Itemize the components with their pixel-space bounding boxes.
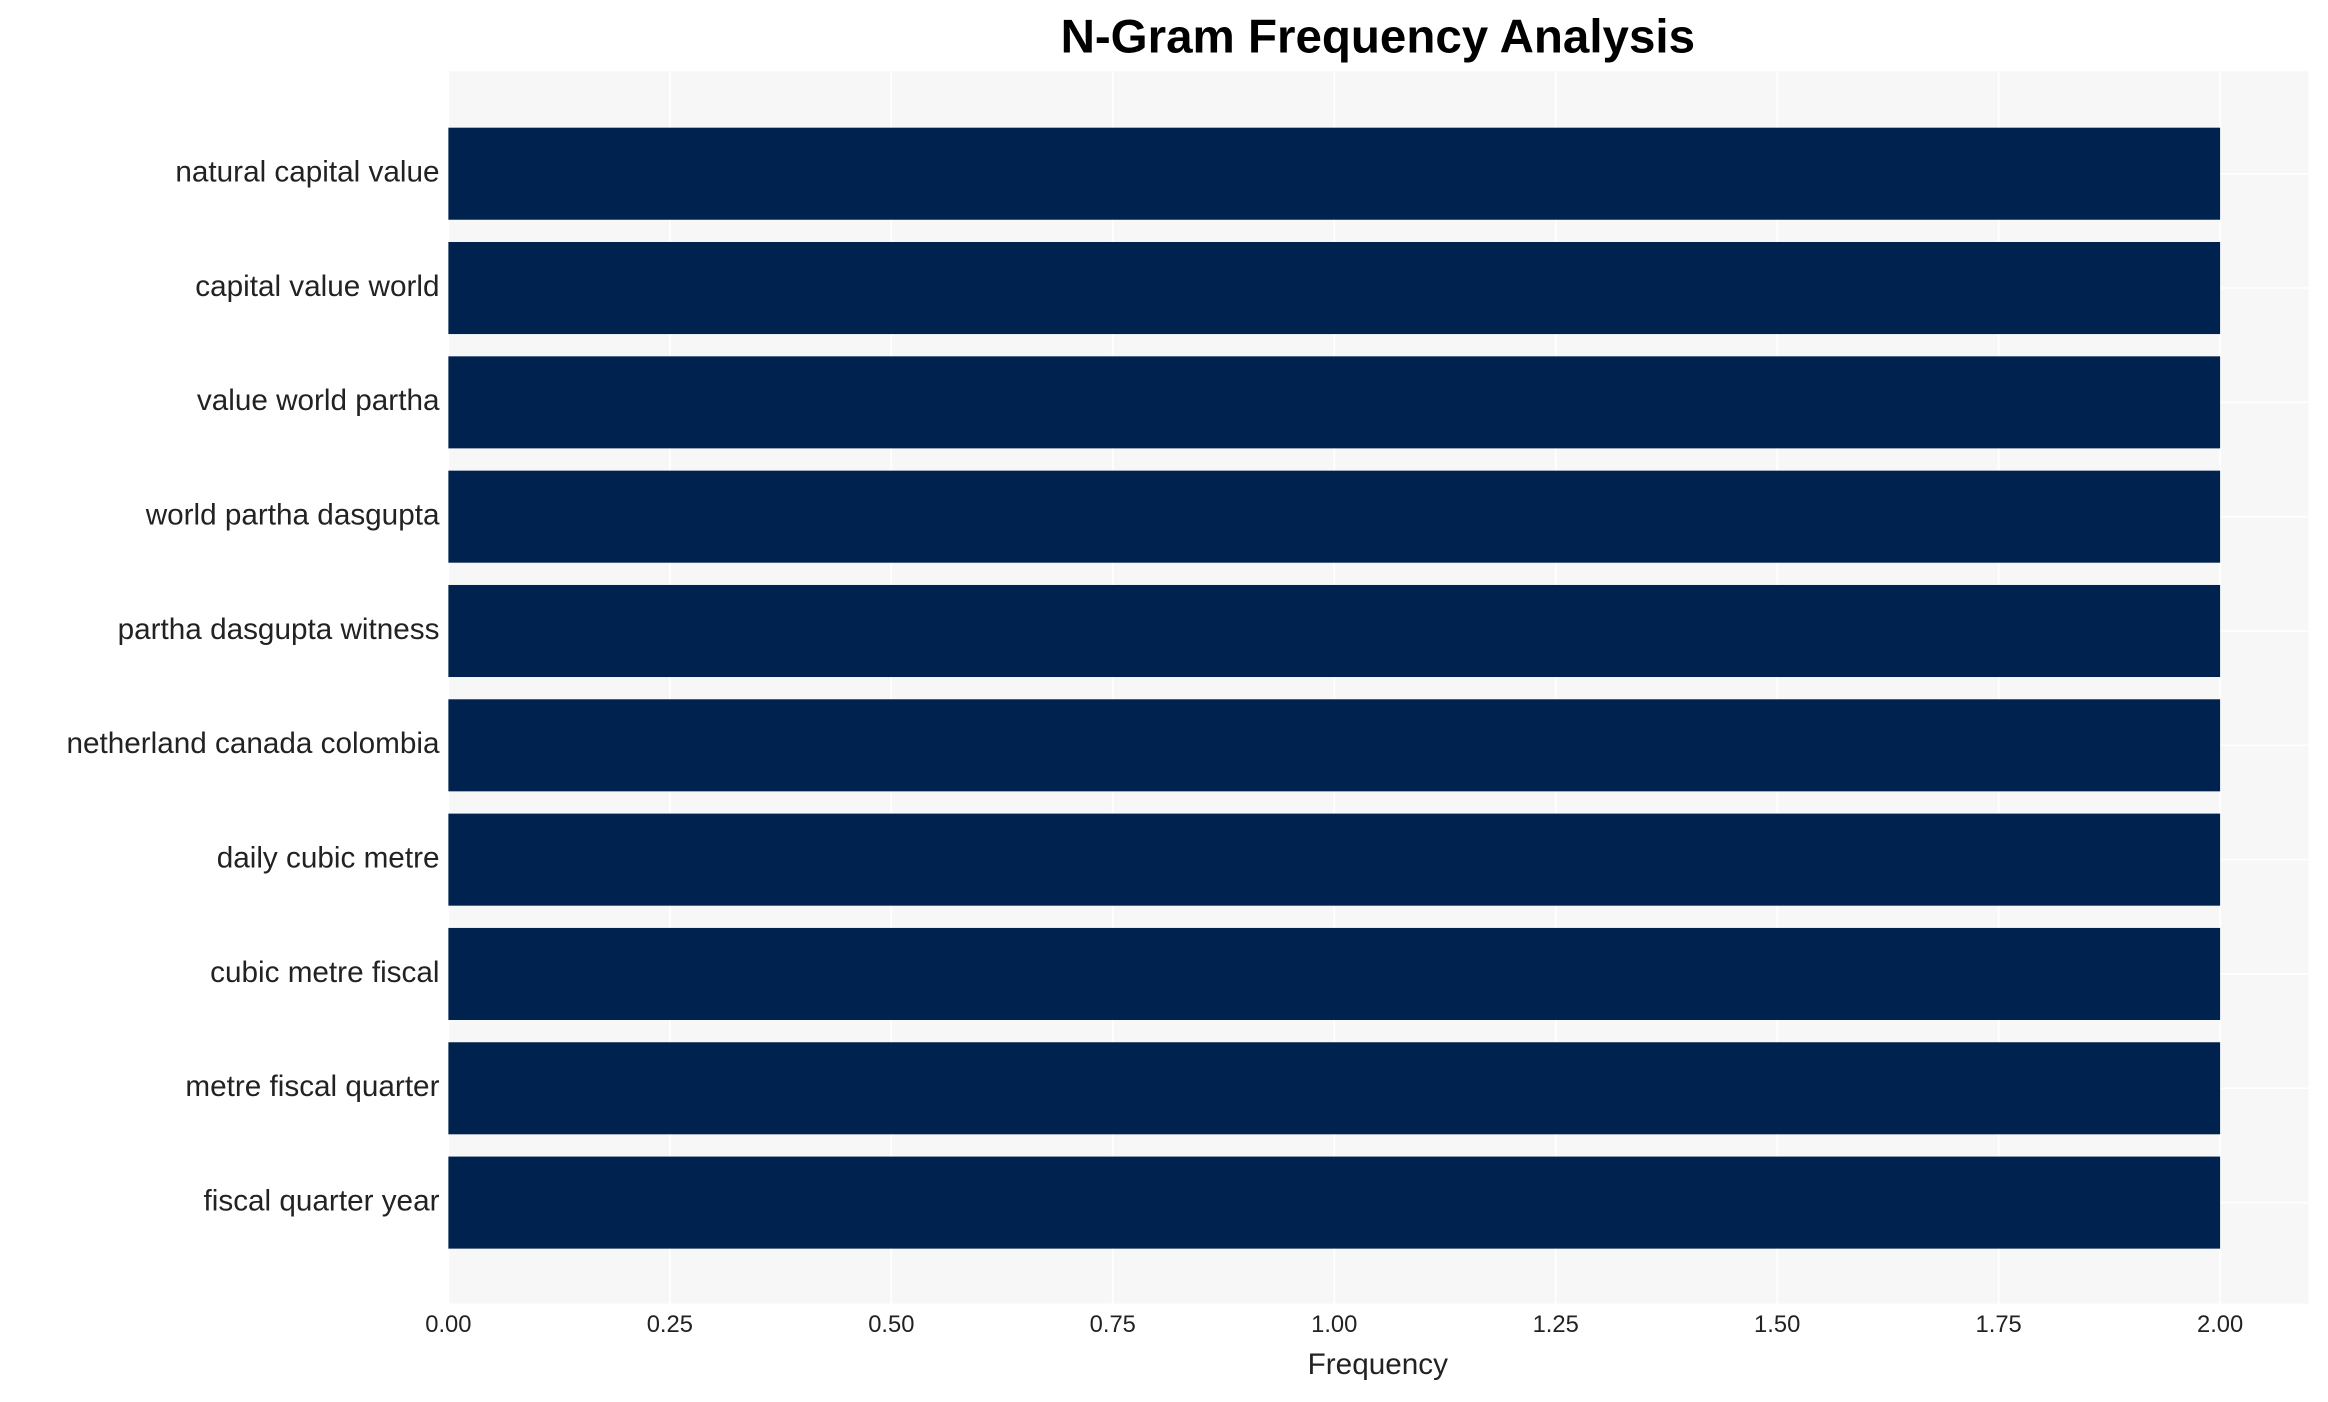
y-tick-label: cubic metre fiscal — [210, 956, 439, 989]
y-tick-label: natural capital value — [175, 156, 439, 189]
x-tick-label: 0.50 — [868, 1311, 914, 1338]
x-axis-label: Frequency — [1308, 1348, 1448, 1381]
x-tick-label: 1.75 — [1976, 1311, 2022, 1338]
x-tick-label: 1.00 — [1311, 1311, 1357, 1338]
bar — [448, 584, 2221, 678]
y-tick-label: value world partha — [197, 384, 440, 417]
x-tick-label: 2.00 — [2197, 1311, 2243, 1338]
y-tick-label: netherland canada colombia — [66, 727, 439, 760]
y-tick-label: partha dasgupta witness — [118, 613, 440, 646]
y-tick-label: daily cubic metre — [217, 841, 440, 874]
x-tick-label: 0.25 — [647, 1311, 693, 1338]
x-tick-label: 1.25 — [1533, 1311, 1579, 1338]
bar — [448, 470, 2221, 563]
bar — [448, 813, 2221, 906]
y-tick-label: world partha dasgupta — [145, 499, 440, 532]
x-tick-label: 0.00 — [425, 1311, 471, 1338]
bar — [448, 242, 2221, 335]
bar — [448, 1042, 2221, 1135]
y-tick-label: metre fiscal quarter — [185, 1070, 439, 1103]
chart-title: N-Gram Frequency Analysis — [1061, 11, 1695, 64]
bar — [448, 1156, 2221, 1249]
bar — [448, 356, 2221, 449]
x-tick-label: 0.75 — [1090, 1311, 1136, 1338]
bar — [448, 699, 2221, 792]
x-tick-label: 1.50 — [1754, 1311, 1800, 1338]
bar — [448, 127, 2221, 220]
y-tick-label: fiscal quarter year — [204, 1184, 440, 1217]
bar — [448, 927, 2221, 1020]
y-tick-label: capital value world — [195, 270, 439, 303]
